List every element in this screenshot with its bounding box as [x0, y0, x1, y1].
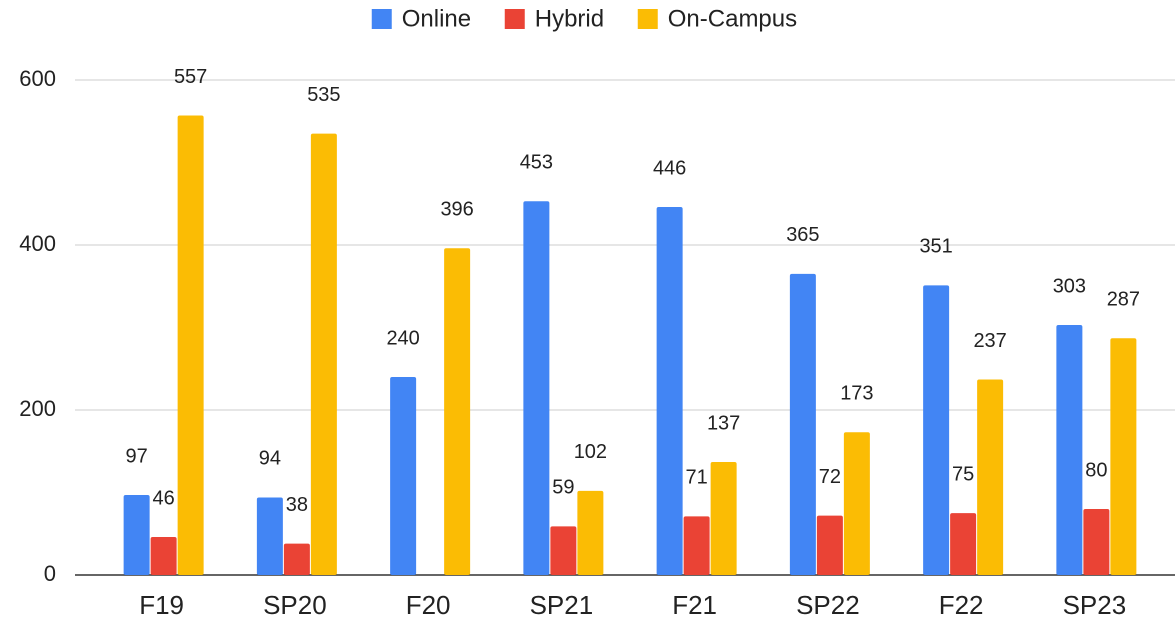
- data-label: 446: [653, 157, 686, 179]
- y-tick-label: 200: [19, 396, 56, 421]
- data-label: 46: [153, 487, 175, 509]
- bar: [177, 115, 204, 575]
- bar: [256, 497, 283, 575]
- x-tick-label: F20: [406, 590, 451, 620]
- legend-swatch: [504, 9, 525, 29]
- bar: [390, 377, 417, 575]
- data-label: 71: [686, 467, 708, 489]
- bar: [577, 490, 604, 575]
- data-label: 173: [840, 383, 873, 405]
- data-label: 365: [786, 224, 819, 246]
- y-tick-label: 600: [19, 66, 56, 91]
- bar: [977, 379, 1004, 575]
- x-tick-label: F19: [139, 590, 184, 620]
- data-label: 237: [973, 330, 1006, 352]
- bar: [523, 201, 550, 575]
- x-tick-label: SP20: [263, 590, 327, 620]
- y-tick-label: 0: [44, 561, 56, 586]
- x-tick-label: F21: [672, 590, 717, 620]
- bar: [816, 515, 843, 575]
- data-label: 75: [952, 463, 974, 485]
- legend-swatch: [637, 9, 658, 29]
- data-label: 396: [440, 199, 473, 221]
- data-label: 303: [1053, 275, 1086, 297]
- bar: [923, 285, 950, 575]
- bar: [950, 513, 977, 575]
- bar: [310, 133, 337, 575]
- bar: [683, 516, 710, 575]
- legend-label: Online: [402, 5, 471, 32]
- bar: [550, 526, 577, 575]
- x-tick-label: SP21: [530, 590, 594, 620]
- data-label: 557: [174, 66, 207, 88]
- data-label: 38: [286, 494, 308, 516]
- bar: [1110, 338, 1137, 575]
- data-label: 240: [386, 327, 419, 349]
- bar: [843, 432, 870, 575]
- bar: [283, 543, 310, 575]
- y-tick-label: 400: [19, 231, 56, 256]
- bar: [123, 494, 150, 575]
- data-label: 97: [126, 445, 148, 467]
- bar: [710, 461, 737, 575]
- bar: [1056, 325, 1083, 575]
- bar: [150, 537, 177, 575]
- data-label: 94: [259, 448, 281, 470]
- data-label: 535: [307, 84, 340, 106]
- bar: [444, 248, 471, 576]
- bar: [1083, 509, 1110, 575]
- data-label: 453: [520, 152, 553, 174]
- x-tick-label: SP22: [796, 590, 860, 620]
- legend-label: Hybrid: [535, 5, 604, 32]
- data-label: 72: [819, 466, 841, 488]
- legend-swatch: [371, 9, 392, 29]
- x-tick-label: F22: [939, 590, 984, 620]
- data-label: 102: [574, 441, 607, 463]
- legend-label: On-Campus: [668, 5, 797, 32]
- data-label: 287: [1107, 289, 1140, 311]
- x-tick-label: SP23: [1063, 590, 1127, 620]
- data-label: 137: [707, 412, 740, 434]
- data-label: 351: [919, 236, 952, 258]
- data-label: 80: [1085, 459, 1107, 481]
- data-label: 59: [552, 477, 574, 499]
- bar: [789, 273, 816, 575]
- bar: [656, 207, 683, 576]
